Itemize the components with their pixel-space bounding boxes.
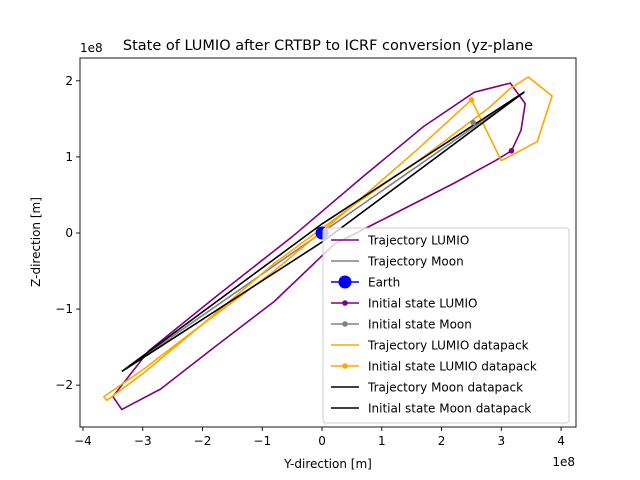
x-axis-scale-label: 1e8 (552, 455, 575, 469)
y-tick-label: 0 (65, 226, 73, 240)
legend-label: Earth (368, 276, 400, 290)
y-tick-label: −1 (55, 302, 73, 316)
x-tick-label: 2 (438, 434, 446, 448)
legend-label: Initial state Moon datapack (368, 402, 531, 416)
x-tick-label: −3 (134, 434, 152, 448)
chart-title: State of LUMIO after CRTBP to ICRF conve… (123, 38, 533, 54)
series-marker-4 (470, 119, 477, 126)
series-marker-6 (468, 97, 475, 103)
x-tick-label: −2 (194, 434, 212, 448)
x-tick-label: 3 (497, 434, 505, 448)
legend-label: Trajectory LUMIO (367, 234, 469, 248)
legend-marker (342, 321, 348, 327)
y-axis-label: Z-direction [m] (29, 197, 43, 287)
x-tick-label: 4 (557, 434, 565, 448)
y-axis-ticks: −2 −1 0 1 2 (55, 74, 80, 392)
y-tick-label: 2 (65, 74, 73, 88)
x-tick-label: −4 (74, 434, 92, 448)
x-tick-label: 0 (318, 434, 326, 448)
y-tick-label: −2 (55, 378, 73, 392)
x-tick-label: 1 (378, 434, 386, 448)
series-line-0 (112, 82, 527, 411)
chart-marks (103, 76, 553, 411)
legend-label: Trajectory Moon (367, 255, 464, 269)
x-axis-label: Y-direction [m] (283, 457, 372, 471)
y-axis-scale-label: 1e8 (80, 41, 103, 55)
x-tick-label: −1 (253, 434, 271, 448)
legend-marker (342, 363, 348, 369)
legend-label: Trajectory LUMIO datapack (367, 339, 529, 353)
plot-frame (79, 57, 577, 428)
legend-box (322, 227, 570, 424)
legend-marker (338, 275, 352, 289)
legend-label: Trajectory Moon datapack (367, 381, 523, 395)
legend-label: Initial state LUMIO (368, 297, 477, 311)
legend-marker (342, 300, 348, 306)
series-marker-3 (508, 148, 515, 154)
legend-label: Initial state LUMIO datapack (368, 360, 537, 374)
series-line-7 (121, 91, 525, 373)
x-axis-ticks: −4 −3 −2 −1 0 1 2 3 4 (74, 427, 565, 448)
y-tick-label: 1 (65, 150, 73, 164)
legend-label: Initial state Moon (368, 318, 472, 332)
legend: Trajectory LUMIO Trajectory Moon Earth Init… (322, 227, 570, 424)
